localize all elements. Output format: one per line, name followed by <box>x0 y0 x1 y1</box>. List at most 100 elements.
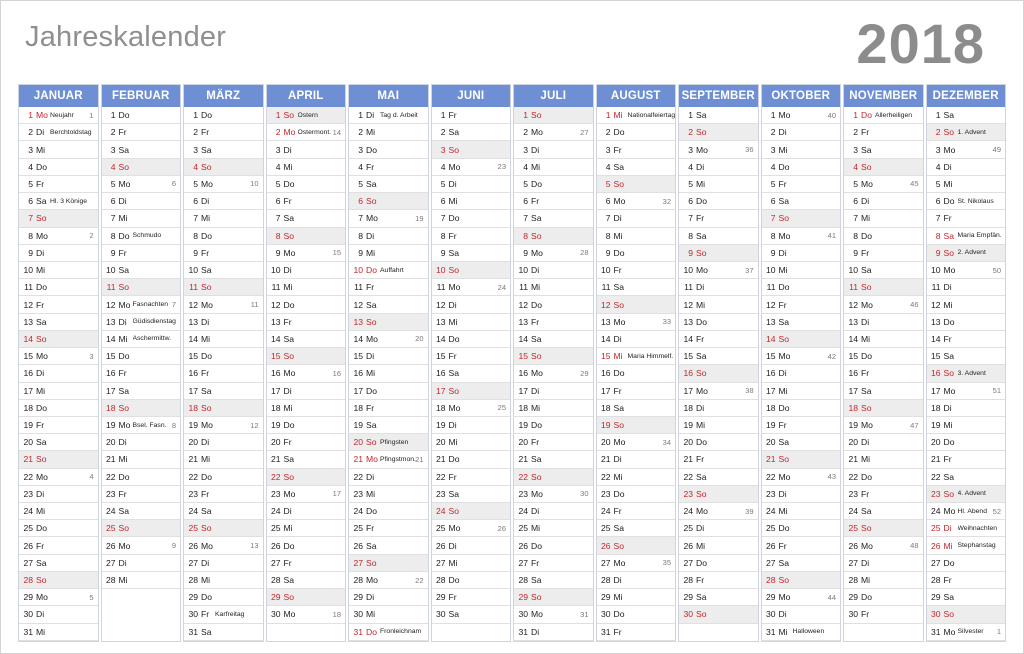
weekday-abbrev: Sa <box>778 437 790 448</box>
day-cell: 7 Di <box>596 210 675 228</box>
weekday-abbrev: Fr <box>696 454 705 465</box>
day-cell: 19 Di <box>431 417 510 435</box>
weekday-abbrev: Mo <box>448 282 461 293</box>
day-cell: 8 Sa Maria Empfän. <box>926 228 1005 245</box>
day-cell: 24 So <box>431 503 510 521</box>
day-number: 19 <box>683 420 693 431</box>
day-number: 1 <box>605 110 611 121</box>
weekday-abbrev: Di <box>531 385 540 396</box>
day-number: 4 <box>28 161 33 172</box>
weekday-abbrev: Mo <box>36 471 48 482</box>
day-number: 6 <box>440 196 446 207</box>
weekday-abbrev: Do <box>448 575 460 586</box>
week-number: 40 <box>827 110 836 120</box>
weekday-abbrev: Di <box>696 282 705 293</box>
day-cell: 6 Fr <box>514 193 593 211</box>
month-column: SEPTEMBER 1 Sa 2 So 3 Mo 36 4 Di 5 Mi 6 Do 7 Fr 8 Sa 9 So 10… <box>678 84 759 642</box>
weekday-abbrev: Mo <box>448 402 461 413</box>
weekday-abbrev: So <box>943 609 955 620</box>
day-number: 15 <box>105 351 116 362</box>
day-number: 7 <box>853 213 858 224</box>
weekday-abbrev: So <box>201 282 212 293</box>
day-number: 29 <box>270 592 281 603</box>
day-cell: 25 Mi <box>266 520 345 538</box>
day-number: 3 <box>110 144 116 155</box>
day-cell: 21 Sa <box>266 451 345 469</box>
weekday-abbrev: So <box>613 540 625 551</box>
day-cell: 27 Mo 35 <box>596 555 675 572</box>
day-number: 20 <box>600 437 611 448</box>
weekday-abbrev: Di <box>861 196 870 207</box>
page-title: Jahreskalender <box>25 21 227 53</box>
weekday-abbrev: Sa <box>201 506 212 517</box>
day-cell: 1 Do <box>101 107 180 125</box>
day-cell: 1 Fr <box>431 107 510 125</box>
day-number: 31 <box>353 626 363 637</box>
weekday-abbrev: So <box>366 316 377 327</box>
weekday-abbrev: So <box>861 402 872 413</box>
weekday-abbrev: Di <box>861 316 870 327</box>
holiday-label: Hl. 3 Könige <box>50 197 88 205</box>
day-number: 20 <box>353 437 363 448</box>
day-cell: 6 Sa Hl. 3 Könige <box>19 193 98 211</box>
day-cell: 8 Do Schmudo <box>101 228 180 245</box>
weekday-abbrev: Sa <box>366 540 377 551</box>
holiday-label: Tag d. Arbeit <box>380 111 418 119</box>
day-number: 21 <box>930 454 941 465</box>
day-number: 25 <box>23 523 33 534</box>
day-number: 12 <box>518 299 528 310</box>
day-number: 13 <box>270 316 281 327</box>
weekday-abbrev: So <box>861 282 872 293</box>
day-cell: 29 Do <box>184 589 263 607</box>
weekday-abbrev: So <box>283 230 295 241</box>
day-number: 26 <box>518 540 528 551</box>
month-header: APRIL <box>266 85 345 107</box>
holiday-label: 1. Advent <box>957 128 986 136</box>
day-cell: 14 Di <box>596 331 675 349</box>
day-number: 15 <box>600 351 611 362</box>
day-number: 9 <box>193 247 198 258</box>
day-number: 23 <box>105 488 116 499</box>
day-cell: 17 Mi <box>761 383 840 400</box>
weekday-abbrev: Fr <box>861 127 870 138</box>
day-cell: 28 Mi <box>101 572 180 590</box>
weekday-abbrev: Mi <box>118 454 128 465</box>
weekday-abbrev: Do <box>861 110 872 121</box>
weekday-abbrev: Do <box>943 196 955 207</box>
day-number: 16 <box>270 368 281 379</box>
holiday-label: Bsel. Fasn. <box>132 421 167 429</box>
weekday-abbrev: Mi <box>613 471 623 482</box>
day-number: 10 <box>270 265 281 276</box>
day-cell: 11 Mi <box>266 279 345 297</box>
day-number: 22 <box>848 471 858 482</box>
week-number: 48 <box>910 541 919 551</box>
day-cell: 3 Do <box>349 141 428 159</box>
day-cell: 18 So <box>844 399 923 417</box>
day-cell: 10 So <box>431 261 510 280</box>
day-number: 9 <box>110 247 116 258</box>
day-cell: 18 Fr <box>349 400 428 417</box>
week-number: 31 <box>580 609 589 619</box>
day-cell: 29 Sa <box>926 589 1005 607</box>
day-cell: 2 Do <box>596 124 675 142</box>
day-cell: 3 Di <box>514 141 593 159</box>
weekday-abbrev: Di <box>943 282 952 293</box>
day-cell: 19 Sa <box>349 417 428 435</box>
day-cell: 13 Sa <box>761 314 840 331</box>
day-number: 29 <box>353 592 363 603</box>
day-number: 7 <box>193 213 198 224</box>
day-cell: 3 Sa <box>844 141 923 159</box>
weekday-abbrev: Do <box>118 230 130 241</box>
day-cell: 12 Mo 46 <box>844 296 923 314</box>
weekday-abbrev: Sa <box>531 454 542 465</box>
holiday-label: Berchtoldstag <box>50 128 92 136</box>
day-number: 7 <box>28 213 33 224</box>
weekday-abbrev: So <box>531 230 542 241</box>
day-cell: 11 Mo 24 <box>431 279 510 297</box>
day-cell: 7 Sa <box>266 210 345 228</box>
month-header: JANUAR <box>19 85 98 107</box>
weekday-abbrev: Di <box>696 402 705 413</box>
day-cell: 21 Do <box>431 451 510 469</box>
day-number: 30 <box>765 609 776 620</box>
day-number: 20 <box>518 437 528 448</box>
